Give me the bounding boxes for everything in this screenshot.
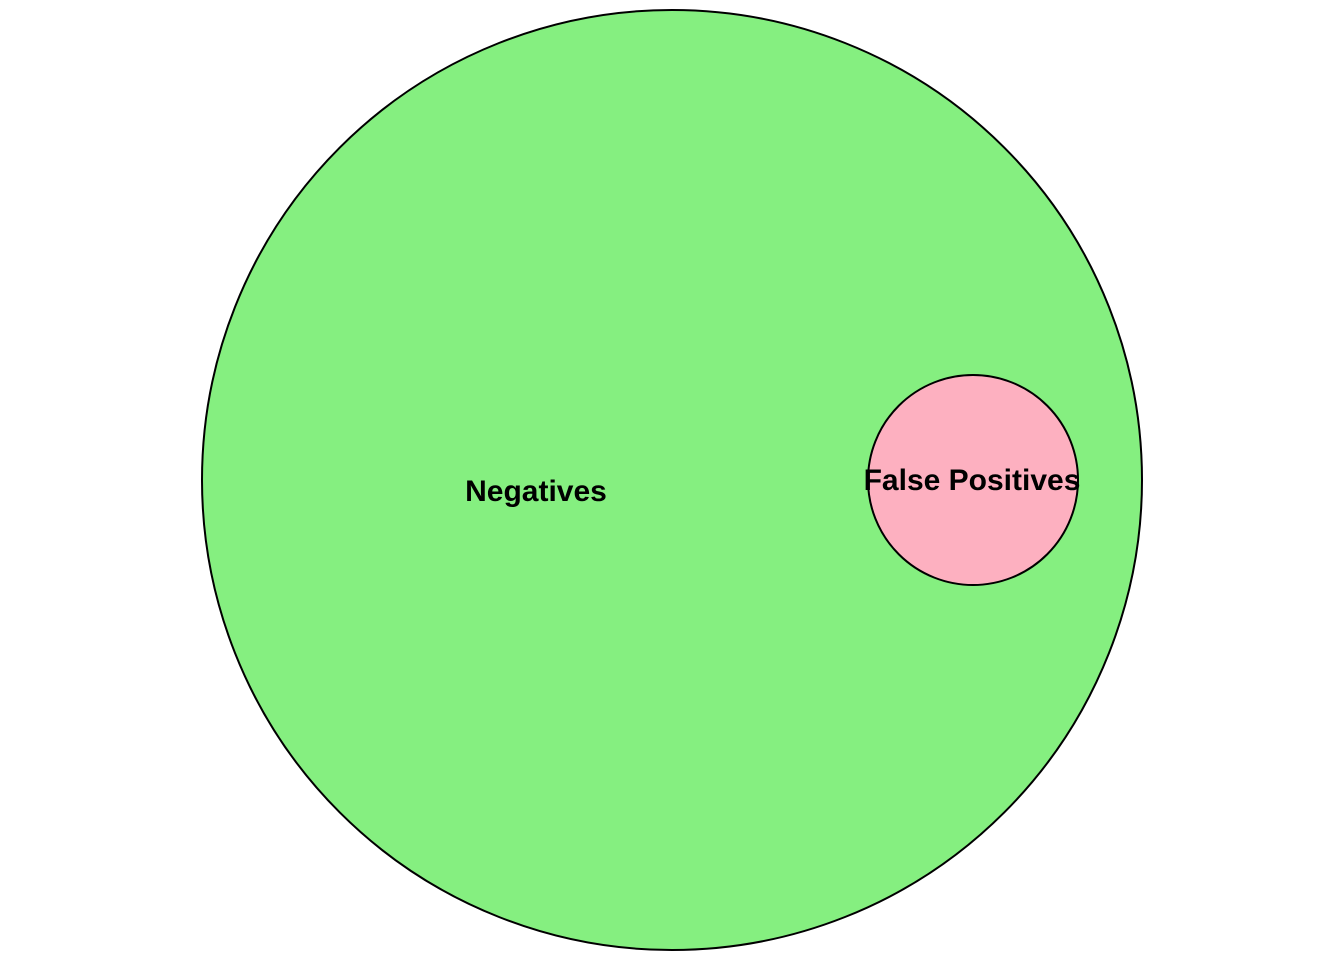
- negatives-circle: [201, 9, 1143, 951]
- false-positives-circle: [867, 374, 1079, 586]
- false-positives-label: False Positives: [864, 464, 1081, 497]
- negatives-label: Negatives: [465, 475, 607, 508]
